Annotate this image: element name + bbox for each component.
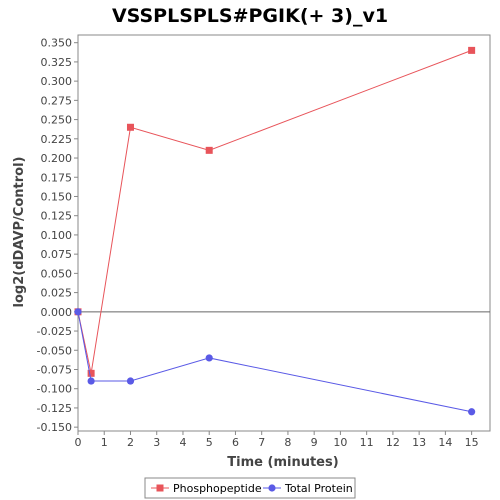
x-tick-label: 8 [284,436,291,449]
y-tick-label: 0.250 [41,114,73,127]
y-tick-label: 0.050 [41,267,73,280]
x-tick-label: 2 [127,436,134,449]
y-tick-label: 0.125 [41,210,73,223]
y-tick-label: 0.350 [41,37,73,50]
y-tick-label: 0.300 [41,75,73,88]
y-tick-label: 0.200 [41,152,73,165]
x-tick-label: 6 [232,436,239,449]
y-tick-label: -0.125 [37,402,72,415]
y-axis-title: log2(dDAVP/Control) [12,157,27,308]
data-point [468,46,476,54]
data-point [74,308,82,316]
legend-marker-1 [156,484,164,492]
x-tick-label: 15 [465,436,479,449]
y-tick-label: 0.225 [41,133,73,146]
y-tick-label: 0.100 [41,229,73,242]
legend-label-2: Total Protein [284,482,353,495]
y-tick-label: 0.175 [41,171,73,184]
y-tick-label: 0.275 [41,94,73,107]
legend-marker-2 [268,484,276,492]
data-point [87,377,95,385]
data-point [468,408,476,416]
legend: Phosphopeptide Total Protein [144,477,356,499]
y-tick-label: -0.150 [37,421,72,434]
plot-frame [77,34,491,432]
x-axis-title: Time (minutes) [227,455,338,470]
data-point [205,146,213,154]
x-tick-label: 4 [179,436,186,449]
x-tick-label: 9 [311,436,318,449]
y-tick-label: 0.075 [41,248,73,261]
x-tick-label: 11 [360,436,374,449]
legend-box [144,477,356,499]
y-tick-label: 0.025 [41,287,73,300]
chart-title: VSSPLSPLS#PGIK(+ 3)_v1 [112,5,388,27]
x-tick-label: 3 [153,436,160,449]
x-tick-label: 0 [75,436,82,449]
plot-area: 0.350 0.325 0.300 0.275 0.250 0.225 0.200 0.175… [37,34,491,449]
x-tick-label: 7 [258,436,265,449]
data-point [126,377,135,385]
x-tick-label: 12 [386,436,400,449]
x-tick-label: 10 [333,436,347,449]
y-tick-label: 0.325 [41,56,73,69]
y-tick-label: -0.050 [37,344,72,357]
y-tick-label: 0.000 [41,306,73,319]
y-tick-label: 0.150 [41,190,73,203]
x-tick-label: 13 [412,436,426,449]
x-tick-label: 14 [438,436,452,449]
x-tick-label: 1 [101,436,108,449]
data-point [126,123,134,131]
data-point [205,354,213,362]
y-tick-label: -0.075 [37,363,72,376]
legend-label-1: Phosphopeptide [173,482,262,495]
y-tick-label: -0.025 [37,325,72,338]
x-tick-label: 5 [206,436,213,449]
data-point [87,369,95,377]
y-tick-label: -0.100 [37,383,72,396]
